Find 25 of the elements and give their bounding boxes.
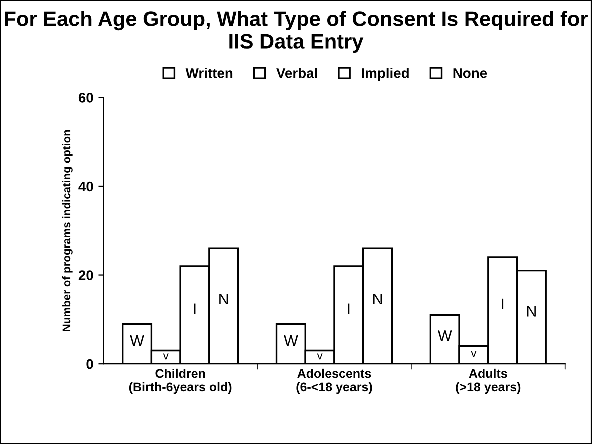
data-label: W: [284, 336, 298, 346]
data-label: I: [194, 304, 196, 314]
y-tick-label: 20: [78, 270, 94, 280]
data-label: v: [317, 354, 323, 360]
chart-title: For Each Age Group, What Type of Consent Is Required for IIS Data Entry: [5, 11, 588, 54]
data-label: I: [348, 304, 350, 314]
data-label: N: [527, 306, 536, 317]
x-tick-label: Adults (>18 years): [456, 368, 521, 394]
legend-label: Implied: [362, 68, 409, 82]
legend-label: Written: [186, 68, 233, 78]
data-label: v: [163, 354, 169, 360]
legend-label: Verbal: [276, 68, 318, 78]
legend-label: None: [454, 68, 488, 78]
data-label: N: [374, 294, 382, 305]
data-label: W: [130, 336, 144, 346]
data-label: W: [438, 330, 452, 342]
x-tick-label: Children (Birth-6years old): [129, 368, 232, 394]
x-tick-label: Adolescents (6-<18 years): [296, 368, 372, 394]
data-label: v: [471, 351, 477, 358]
y-axis-title: Number of programs indicating option: [62, 130, 73, 332]
y-tick-label: 0: [86, 359, 94, 370]
y-tick-label: 60: [78, 93, 94, 103]
data-label: I: [502, 298, 504, 310]
y-tick-label: 40: [78, 182, 94, 192]
data-label: N: [220, 294, 228, 305]
